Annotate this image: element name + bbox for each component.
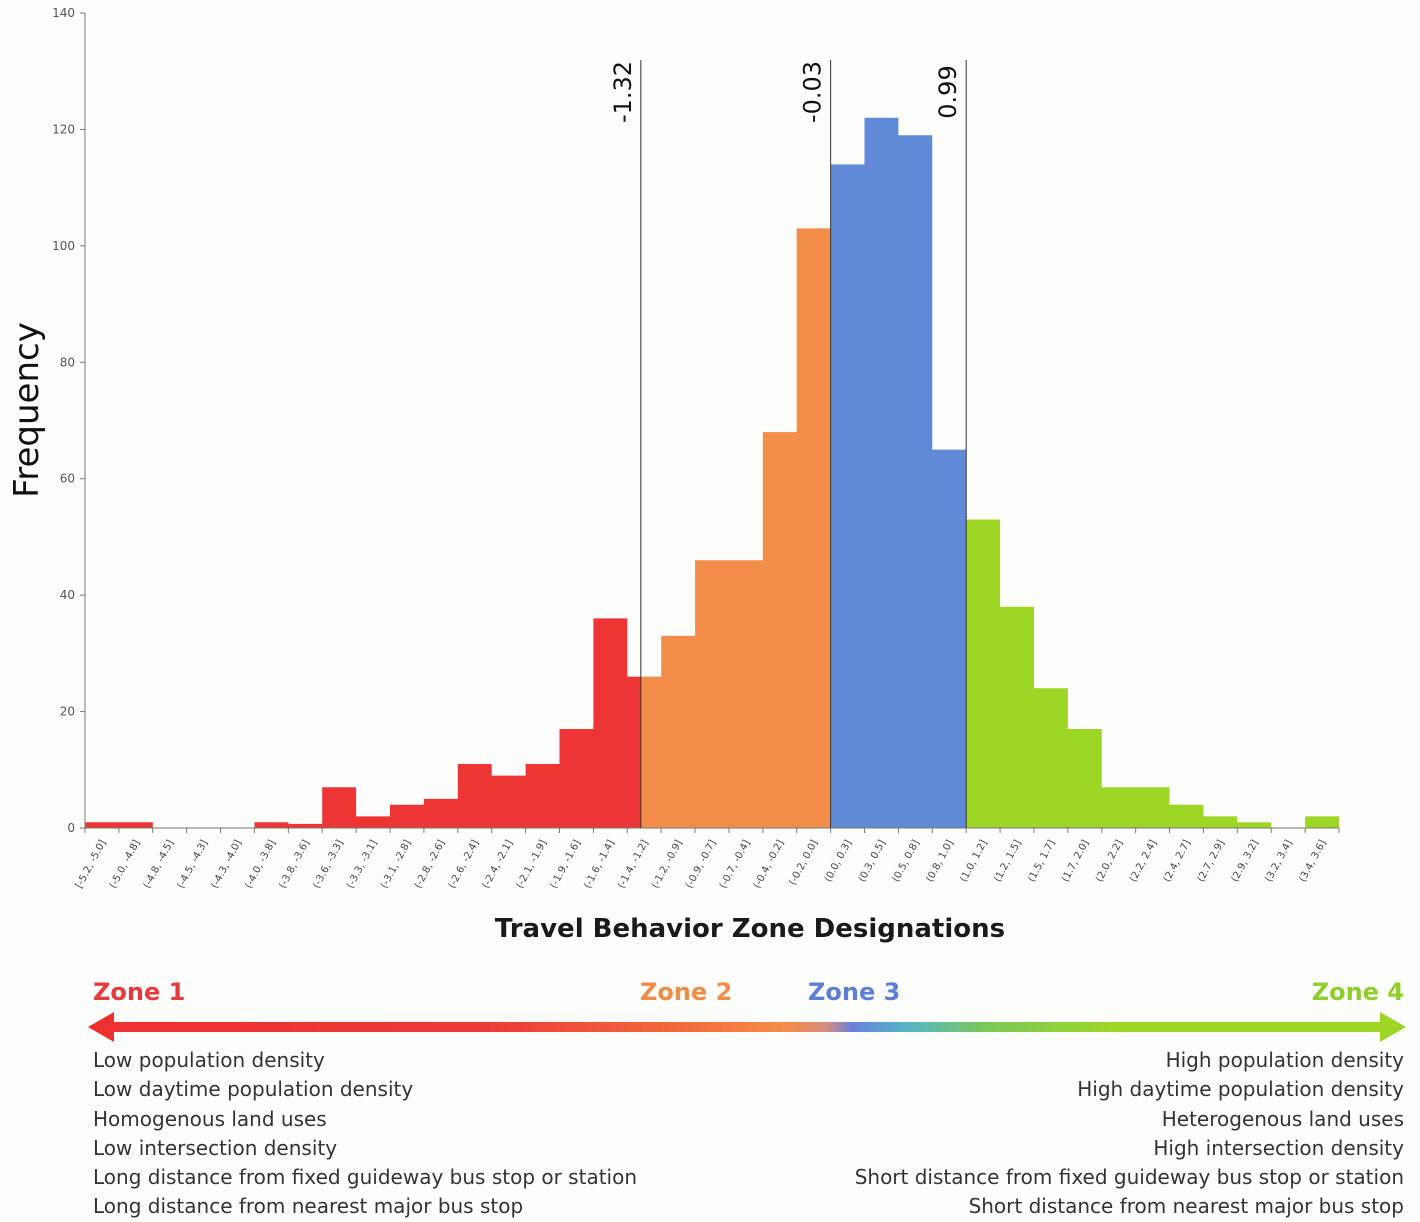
threshold-label: -1.32 bbox=[609, 61, 637, 123]
right-item: High population density bbox=[1165, 1048, 1404, 1072]
y-tick-label: 140 bbox=[52, 6, 75, 20]
x-tick-label: (-4.5, -4.3] bbox=[176, 838, 211, 890]
right-item: Heterogenous land uses bbox=[1161, 1106, 1404, 1131]
x-tick-label: (-1.9, -1.6] bbox=[548, 838, 583, 890]
zone-4-label: Zone 4 bbox=[1311, 978, 1404, 1006]
y-tick-label: 60 bbox=[60, 472, 75, 486]
right-item: High intersection density bbox=[1153, 1135, 1404, 1160]
x-tick-label: (-2.8, -2.6] bbox=[413, 838, 448, 890]
x-tick-label: [-5.2, -5.0] bbox=[74, 838, 109, 890]
threshold-label: 0.99 bbox=[934, 65, 962, 118]
zone-1-bars bbox=[85, 618, 641, 828]
zone-4-bars bbox=[966, 519, 1339, 828]
x-tick-label: (-0.2, 0.0] bbox=[787, 838, 820, 887]
threshold-label: -0.03 bbox=[799, 61, 827, 123]
y-tick-label: 100 bbox=[52, 239, 75, 253]
x-tick-label: (-0.9, -0.7] bbox=[684, 838, 719, 890]
histogram-chart: 0 20 40 60 80 100 120 140 [-5.2, -5.0] (-5.0, -4.… bbox=[7, 6, 1340, 890]
x-tick-label: (-4.0, -3.8] bbox=[243, 838, 278, 890]
x-tick-label: (-4.8, -4.5] bbox=[142, 838, 177, 890]
x-tick-label: (2.2, 2.4] bbox=[1128, 838, 1159, 884]
y-tick-label: 40 bbox=[60, 588, 75, 602]
x-tick-label: (-2.4, -2.1] bbox=[481, 838, 516, 890]
x-tick-label: (0.8, 1.0] bbox=[925, 838, 956, 884]
y-tick-label: 120 bbox=[52, 122, 75, 136]
x-tick-label: (0.3, 0.5] bbox=[857, 838, 888, 884]
y-axis-title: Frequency bbox=[7, 322, 47, 498]
x-tick-label: (-5.0, -4.8] bbox=[108, 838, 143, 890]
x-tick-label: (-1.4, -1.2] bbox=[616, 838, 651, 890]
x-tick-label: (2.4, 2.7] bbox=[1162, 838, 1193, 884]
zone-1-label: Zone 1 bbox=[93, 978, 186, 1006]
x-tick-label: (-3.1, -2.8] bbox=[379, 838, 414, 890]
x-tick-label: (-4.3, -4.0] bbox=[209, 838, 244, 890]
zone-2-label: Zone 2 bbox=[640, 978, 733, 1006]
x-tick-label: (-3.3, -3.1] bbox=[345, 838, 380, 890]
x-tick-label: (-2.1, -1.9] bbox=[515, 838, 550, 890]
y-tick-label: 80 bbox=[60, 355, 75, 369]
x-tick-label: (0.0, 0.3] bbox=[823, 838, 854, 884]
x-tick-label: (2.9, 3.2] bbox=[1230, 838, 1261, 884]
x-tick-label: (-3.8, -3.6] bbox=[277, 838, 312, 890]
x-tick-label: (-2.6, -2.4] bbox=[447, 838, 482, 890]
low-density-characteristics: Low population density Low daytime popul… bbox=[93, 1046, 637, 1222]
x-tick-label: (1.0, 1.2] bbox=[958, 838, 989, 884]
left-item: Low intersection density bbox=[93, 1135, 338, 1160]
x-tick-label: (-1.2, -0.9] bbox=[650, 838, 685, 890]
right-item: Short distance from fixed guideway bus s… bbox=[854, 1165, 1404, 1190]
zone-3-bars bbox=[830, 117, 967, 829]
x-tick-label: (0.5, 0.8] bbox=[891, 838, 922, 884]
left-item: Low population density bbox=[93, 1048, 325, 1072]
x-tick-label: (2.0, 2.2] bbox=[1094, 838, 1125, 884]
x-tick-label: (-1.6, -1.4] bbox=[582, 838, 617, 890]
left-item: Long distance from fixed guideway bus st… bbox=[93, 1165, 638, 1190]
x-axis-title: Travel Behavior Zone Designations bbox=[494, 914, 1006, 944]
x-tick-label: (1.7, 2.0] bbox=[1060, 838, 1091, 884]
x-tick-label: (-0.4, -0.2] bbox=[752, 838, 787, 890]
x-tick-label: (2.7, 2.9] bbox=[1196, 838, 1227, 884]
high-density-characteristics: High population density High daytime pop… bbox=[855, 1046, 1404, 1222]
x-tick-label: (3.4, 3.6] bbox=[1297, 838, 1328, 884]
right-item: High daytime population density bbox=[1077, 1077, 1404, 1102]
x-tick-label: (3.2, 3.4] bbox=[1264, 838, 1295, 884]
left-item: Low daytime population density bbox=[93, 1077, 414, 1102]
y-tick-label: 0 bbox=[67, 821, 75, 835]
x-tick-label: (-0.7, -0.4] bbox=[718, 838, 753, 890]
y-tick-label: 20 bbox=[60, 705, 75, 719]
x-tick-label: (1.2, 1.5] bbox=[992, 838, 1023, 884]
x-tick-label: (1.5, 1.7] bbox=[1026, 838, 1057, 884]
left-item: Long distance from nearest major bus sto… bbox=[93, 1194, 524, 1219]
arrow-shape bbox=[88, 1012, 1406, 1042]
x-tick-label: (-3.6, -3.3] bbox=[311, 838, 346, 890]
left-item: Homogenous land uses bbox=[93, 1106, 327, 1131]
zone-3-label: Zone 3 bbox=[808, 978, 901, 1006]
zone-2-bars bbox=[640, 228, 831, 828]
right-item: Short distance from nearest major bus st… bbox=[968, 1194, 1404, 1219]
zone-gradient-arrow bbox=[88, 1012, 1406, 1042]
